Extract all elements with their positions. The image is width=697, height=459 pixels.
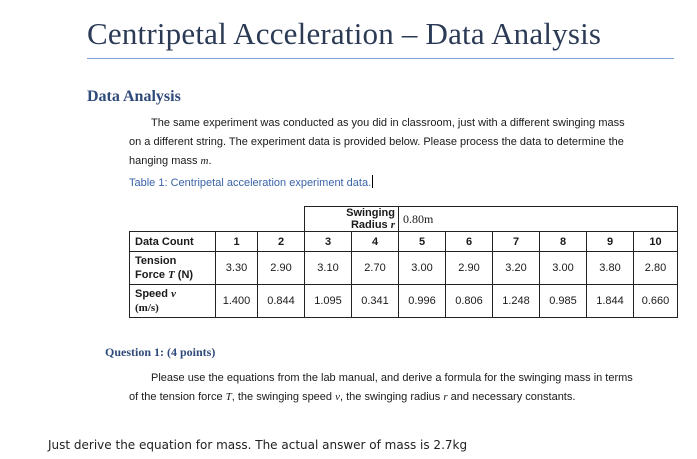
- question-line-2a: of the tension force: [129, 391, 226, 403]
- document-title: Centripetal Acceleration – Data Analysis: [87, 16, 602, 51]
- radius-variable: r: [390, 219, 395, 231]
- tension-cell: 3.30: [215, 251, 258, 285]
- instruction-note: Just derive the equation for mass. The a…: [48, 438, 468, 452]
- speed-cell: 1.400: [215, 284, 258, 318]
- tension-cell: 3.80: [586, 251, 634, 285]
- speed-cell: 0.660: [633, 284, 678, 318]
- tension-cell: 3.00: [398, 251, 446, 285]
- intro-line-1: The same experiment was conducted as you…: [151, 117, 625, 129]
- radius-value-cell: 0.80m: [398, 206, 678, 232]
- count-cell: 4: [351, 231, 399, 252]
- speed-label-prefix: Speed: [135, 288, 172, 300]
- tension-label: Tension Force T (N): [129, 251, 216, 285]
- text-cursor: [372, 175, 374, 188]
- intro-line-3: hanging mass: [129, 155, 201, 167]
- count-cell: 7: [492, 231, 540, 252]
- count-cell: 8: [539, 231, 587, 252]
- mass-variable: m: [200, 155, 209, 167]
- tension-cell: 2.80: [633, 251, 678, 285]
- question-text: Please use the equations from the lab ma…: [129, 369, 679, 407]
- intro-line-3-end: .: [208, 155, 212, 167]
- speed-unit: (m/s): [135, 302, 159, 314]
- title-underline: [87, 58, 674, 59]
- table-caption-text: Table 1: Centripetal acceleration experi…: [129, 177, 372, 189]
- tension-label-line1: Tension: [135, 255, 177, 267]
- count-cell: 3: [304, 231, 352, 252]
- speed-cell: 0.996: [398, 284, 446, 318]
- speed-cell: 0.985: [539, 284, 587, 318]
- count-cell: 9: [586, 231, 634, 252]
- count-cell: 2: [257, 231, 305, 252]
- intro-paragraph: The same experiment was conducted as you…: [129, 114, 674, 171]
- tension-variable: T: [168, 269, 175, 281]
- count-cell: 5: [398, 231, 446, 252]
- count-cell: 10: [633, 231, 678, 252]
- tension-cell: 2.90: [257, 251, 305, 285]
- tension-cell: 2.70: [351, 251, 399, 285]
- data-table: Swinging Radius r 0.80m Data Count 1 2 3…: [129, 206, 678, 318]
- radius-label: Swinging Radius: [346, 207, 395, 231]
- tension-unit: (N): [174, 269, 194, 281]
- speed-cell: 0.341: [351, 284, 399, 318]
- question-line-1: Please use the equations from the lab ma…: [151, 372, 633, 384]
- radius-symbol: r: [443, 391, 448, 403]
- tension-label-prefix: Force: [135, 269, 169, 281]
- tension-cell: 3.10: [304, 251, 352, 285]
- intro-line-2: on a different string. The experiment da…: [129, 136, 624, 148]
- count-row: Data Count 1 2 3 4 5 6 7 8 9 10: [129, 231, 678, 252]
- table-caption: Table 1: Centripetal acceleration experi…: [129, 175, 374, 189]
- tension-cell: 3.20: [492, 251, 540, 285]
- speed-variable: v: [171, 288, 176, 300]
- section-heading: Data Analysis: [87, 88, 181, 105]
- question-line-2b: , the swinging speed: [231, 391, 336, 403]
- speed-cell: 0.806: [445, 284, 493, 318]
- radius-label-cell: Swinging Radius r: [304, 206, 399, 232]
- tension-cell: 2.90: [445, 251, 493, 285]
- speed-row: Speed v (m/s) 1.400 0.844 1.095 0.341 0.9…: [129, 284, 678, 318]
- count-cell: 1: [215, 231, 258, 252]
- speed-cell: 0.844: [257, 284, 305, 318]
- speed-cell: 1.248: [492, 284, 540, 318]
- question-line-2c: , the swinging radius: [340, 391, 444, 403]
- table-corner-blank: [130, 207, 305, 232]
- tension-symbol: T: [225, 391, 232, 403]
- speed-cell: 1.844: [586, 284, 634, 318]
- question-title: Question 1: (4 points): [105, 345, 216, 359]
- speed-cell: 1.095: [304, 284, 352, 318]
- question-line-2d: and necessary constants.: [447, 391, 576, 403]
- speed-symbol: v: [335, 391, 340, 403]
- count-cell: 6: [445, 231, 493, 252]
- count-label: Data Count: [129, 231, 216, 252]
- tension-cell: 3.00: [539, 251, 587, 285]
- speed-label: Speed v (m/s): [129, 284, 216, 318]
- tension-row: Tension Force T (N) 3.30 2.90 3.10 2.70 3…: [129, 251, 678, 285]
